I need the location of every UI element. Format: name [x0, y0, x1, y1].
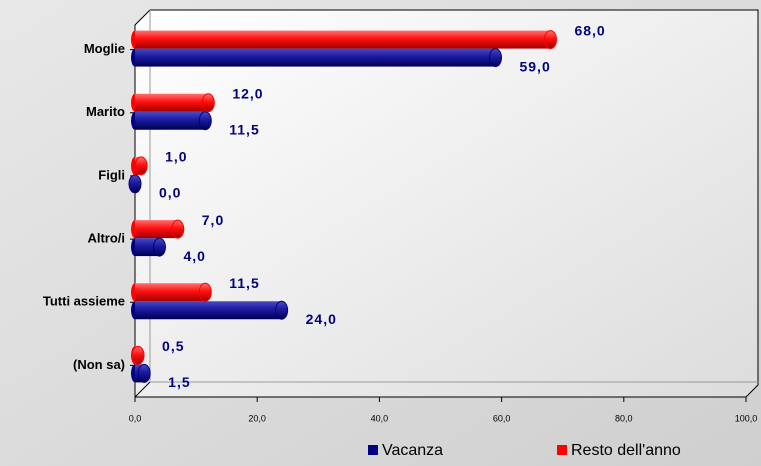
bar — [131, 111, 212, 131]
bar — [128, 174, 142, 194]
bar-cap — [152, 237, 166, 257]
bar — [131, 345, 145, 365]
bar-cap — [198, 111, 212, 131]
x-tick-label: 0,0 — [129, 413, 142, 423]
legend-label: Vacanza — [382, 442, 443, 459]
x-tick-label: 40,0 — [371, 413, 389, 423]
value-label: 7,0 — [202, 212, 224, 228]
bar-cap — [201, 93, 215, 113]
bar — [131, 48, 502, 68]
y-tick-label: Marito — [86, 104, 125, 119]
bar-body — [135, 220, 178, 239]
bar-body — [135, 301, 282, 320]
bar — [131, 237, 166, 257]
x-tick-label: 20,0 — [248, 413, 266, 423]
bar-cap — [543, 30, 557, 50]
bar-cap — [131, 345, 145, 365]
legend-label: Resto dell'anno — [571, 442, 681, 459]
value-label: 11,5 — [229, 121, 259, 137]
bar-body — [135, 30, 551, 49]
value-label: 1,5 — [168, 374, 190, 390]
floor-edge — [134, 381, 151, 398]
bar-cap — [128, 174, 142, 194]
bar — [131, 156, 148, 176]
value-label: 24,0 — [306, 311, 337, 327]
bar-cap — [488, 48, 502, 68]
value-label: 11,5 — [229, 275, 259, 291]
bar — [131, 30, 557, 50]
value-label: 0,5 — [162, 338, 184, 354]
bar-cap — [171, 219, 185, 239]
value-label: 59,0 — [519, 58, 550, 74]
x-tick-label: 60,0 — [493, 413, 511, 423]
bar — [131, 300, 289, 320]
value-label: 68,0 — [574, 22, 605, 38]
legend-swatch — [368, 445, 378, 455]
value-label: 0,0 — [159, 185, 181, 201]
bar — [131, 363, 151, 383]
x-tick-label: 80,0 — [615, 413, 633, 423]
bar — [131, 219, 185, 239]
bar-cap — [198, 282, 212, 302]
y-tick-label: Tutti assieme — [43, 294, 125, 309]
bar-body — [135, 48, 496, 67]
bar-body — [135, 111, 206, 130]
value-label: 4,0 — [183, 248, 205, 264]
x-tick-label: 100,0 — [735, 413, 758, 423]
bar — [131, 93, 215, 113]
bar-body — [135, 93, 209, 112]
bar-body — [135, 238, 160, 257]
y-tick-label: (Non sa) — [73, 357, 125, 372]
bar-body — [135, 283, 206, 302]
value-label: 12,0 — [232, 85, 263, 101]
plot-wall — [134, 9, 759, 398]
bar-cap — [134, 156, 148, 176]
bar-cap — [137, 363, 151, 383]
y-tick-label: Altro/i — [87, 231, 125, 246]
bar-cap — [275, 300, 289, 320]
bar — [131, 282, 212, 302]
y-tick-label: Moglie — [84, 41, 125, 56]
legend-swatch — [557, 445, 567, 455]
y-tick-label: Figli — [98, 167, 125, 182]
value-label: 1,0 — [165, 149, 187, 165]
